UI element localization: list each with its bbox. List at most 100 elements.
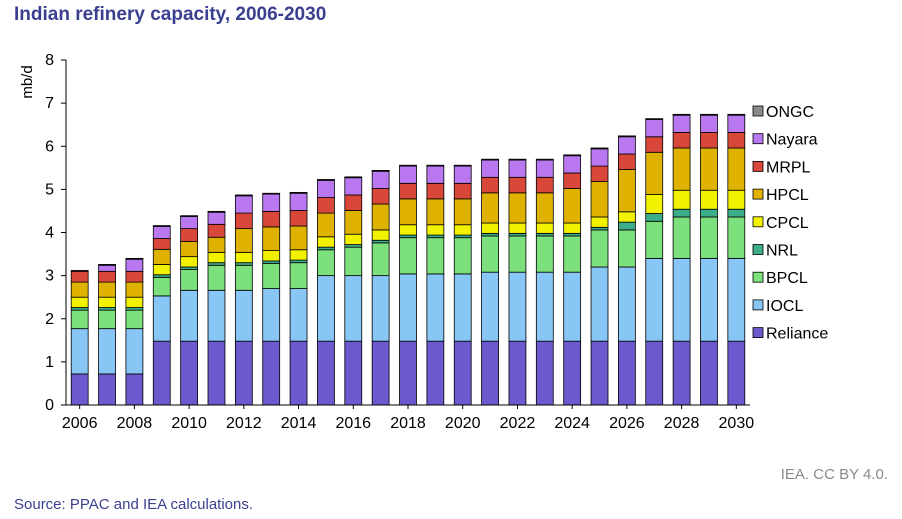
bar-segment-mrpl-2027 — [645, 136, 664, 153]
bar-segment-reliance-2030 — [727, 340, 746, 406]
bar-segment-nayara-2027 — [645, 119, 664, 138]
bar-segment-mrpl-2022 — [508, 176, 527, 194]
bar-segment-mrpl-2023 — [535, 176, 554, 194]
bar-segment-reliance-2026 — [617, 340, 636, 406]
bar-segment-bpcl-2019 — [426, 237, 445, 275]
bar-segment-iocl-2009 — [152, 295, 171, 342]
bar-segment-reliance-2007 — [98, 373, 116, 406]
bar-segment-hpcl-2020 — [453, 198, 472, 226]
bar-segment-bpcl-2027 — [645, 220, 664, 259]
bar-segment-hpcl-2024 — [563, 188, 582, 224]
bar-segment-hpcl-2015 — [317, 212, 335, 238]
bar-segment-nayara-2015 — [317, 179, 335, 198]
bar-segment-hpcl-2014 — [289, 225, 308, 251]
bar-segment-bpcl-2014 — [289, 262, 308, 289]
bar-segment-bpcl-2017 — [371, 242, 390, 277]
bar-segment-reliance-2024 — [563, 340, 582, 406]
bar-segment-iocl-2017 — [371, 275, 390, 342]
bar-segment-ongc-2026 — [617, 135, 636, 138]
bar-segment-ongc-2024 — [563, 154, 582, 157]
bar-segment-hpcl-2019 — [426, 198, 445, 226]
bar-segment-hpcl-2016 — [344, 210, 363, 235]
bar-segment-cpcl-2013 — [262, 250, 281, 262]
bar-segment-nrl-2030 — [727, 208, 746, 218]
bar-segment-bpcl-2008 — [125, 309, 144, 330]
bar-segment-ongc-2023 — [535, 158, 554, 161]
legend-label-nrl: NRL — [766, 243, 798, 260]
bar-segment-nayara-2011 — [207, 211, 226, 225]
x-tick-label: 2020 — [445, 415, 481, 432]
bar-segment-nayara-2007 — [98, 264, 116, 272]
bar-segment-nayara-2030 — [727, 114, 746, 133]
bar-segment-iocl-2019 — [426, 273, 445, 342]
bar-segment-cpcl-2023 — [535, 222, 554, 234]
bar-segment-iocl-2026 — [617, 266, 636, 342]
x-tick-label: 2024 — [554, 415, 590, 432]
credit-text: IEA. CC BY 4.0. — [780, 466, 888, 483]
bar-segment-hpcl-2012 — [234, 228, 253, 253]
bar-segment-mrpl-2009 — [152, 238, 171, 250]
bar-segment-mrpl-2019 — [426, 182, 445, 200]
bar-segment-hpcl-2030 — [727, 147, 746, 191]
bar-segment-hpcl-2023 — [535, 192, 554, 224]
bar-segment-iocl-2022 — [508, 271, 527, 342]
bar-segment-cpcl-2008 — [125, 296, 144, 308]
bar-segment-cpcl-2015 — [317, 236, 335, 248]
bar-segment-nayara-2016 — [344, 177, 363, 196]
bar-segment-iocl-2012 — [234, 289, 253, 342]
bar-segment-bpcl-2025 — [590, 229, 609, 268]
bar-segment-reliance-2021 — [481, 340, 499, 406]
bar-segment-reliance-2018 — [399, 340, 417, 406]
legend-swatch-nayara — [752, 133, 764, 145]
bar-segment-bpcl-2011 — [207, 264, 226, 291]
legend-swatch-bpcl — [752, 271, 764, 283]
bar-segment-iocl-2006 — [70, 328, 89, 375]
x-tick-label: 2006 — [62, 415, 98, 432]
x-tick-label: 2012 — [226, 415, 262, 432]
legend-label-hpcl: HPCL — [766, 187, 809, 204]
bar-segment-cpcl-2021 — [481, 222, 499, 234]
bar-segment-hpcl-2025 — [590, 181, 609, 218]
y-tick-label: 3 — [45, 268, 54, 285]
bar-segment-hpcl-2022 — [508, 192, 527, 224]
y-tick-label: 1 — [45, 354, 54, 371]
x-tick-label: 2010 — [171, 415, 207, 432]
bar-segment-cpcl-2019 — [426, 224, 445, 236]
bar-segment-hpcl-2007 — [98, 281, 116, 298]
bar-segment-nayara-2023 — [535, 159, 554, 178]
legend-label-ongc: ONGC — [766, 104, 814, 121]
bar-segment-nayara-2017 — [371, 170, 390, 189]
bar-segment-reliance-2014 — [289, 340, 308, 406]
bar-segment-iocl-2011 — [207, 289, 226, 342]
bar-segment-reliance-2028 — [672, 340, 691, 406]
bar-segment-iocl-2013 — [262, 288, 281, 342]
bar-segment-ongc-2006 — [70, 270, 89, 272]
bar-segment-nayara-2024 — [563, 155, 582, 174]
legend-swatch-hpcl — [752, 188, 764, 200]
bar-segment-cpcl-2017 — [371, 229, 390, 241]
legend-label-mrpl: MRPL — [766, 159, 811, 176]
bar-segment-ongc-2021 — [481, 158, 499, 161]
bar-segment-ongc-2030 — [727, 113, 746, 116]
bar-segment-iocl-2020 — [453, 273, 472, 342]
x-tick-label: 2008 — [117, 415, 153, 432]
bar-segment-bpcl-2015 — [317, 249, 335, 277]
bar-segment-mrpl-2026 — [617, 153, 636, 170]
y-tick-label: 8 — [45, 52, 54, 69]
bar-segment-bpcl-2007 — [98, 309, 116, 330]
bar-segment-hpcl-2017 — [371, 203, 390, 231]
bar-segment-cpcl-2007 — [98, 296, 116, 308]
bar-segment-nayara-2009 — [152, 226, 171, 239]
bar-segment-reliance-2015 — [317, 340, 335, 406]
bar-segment-cpcl-2006 — [70, 296, 89, 308]
bar-segment-mrpl-2025 — [590, 165, 609, 183]
bar-segment-cpcl-2028 — [672, 189, 691, 210]
bar-segment-nayara-2010 — [180, 216, 199, 230]
bar-segment-mrpl-2011 — [207, 223, 226, 238]
bar-segment-nayara-2008 — [125, 258, 144, 272]
bar-segment-iocl-2028 — [672, 257, 691, 342]
bar-segment-nayara-2029 — [700, 114, 718, 133]
bar-segment-bpcl-2009 — [152, 276, 171, 297]
bar-segment-ongc-2028 — [672, 113, 691, 116]
bar-segment-bpcl-2022 — [508, 235, 527, 273]
